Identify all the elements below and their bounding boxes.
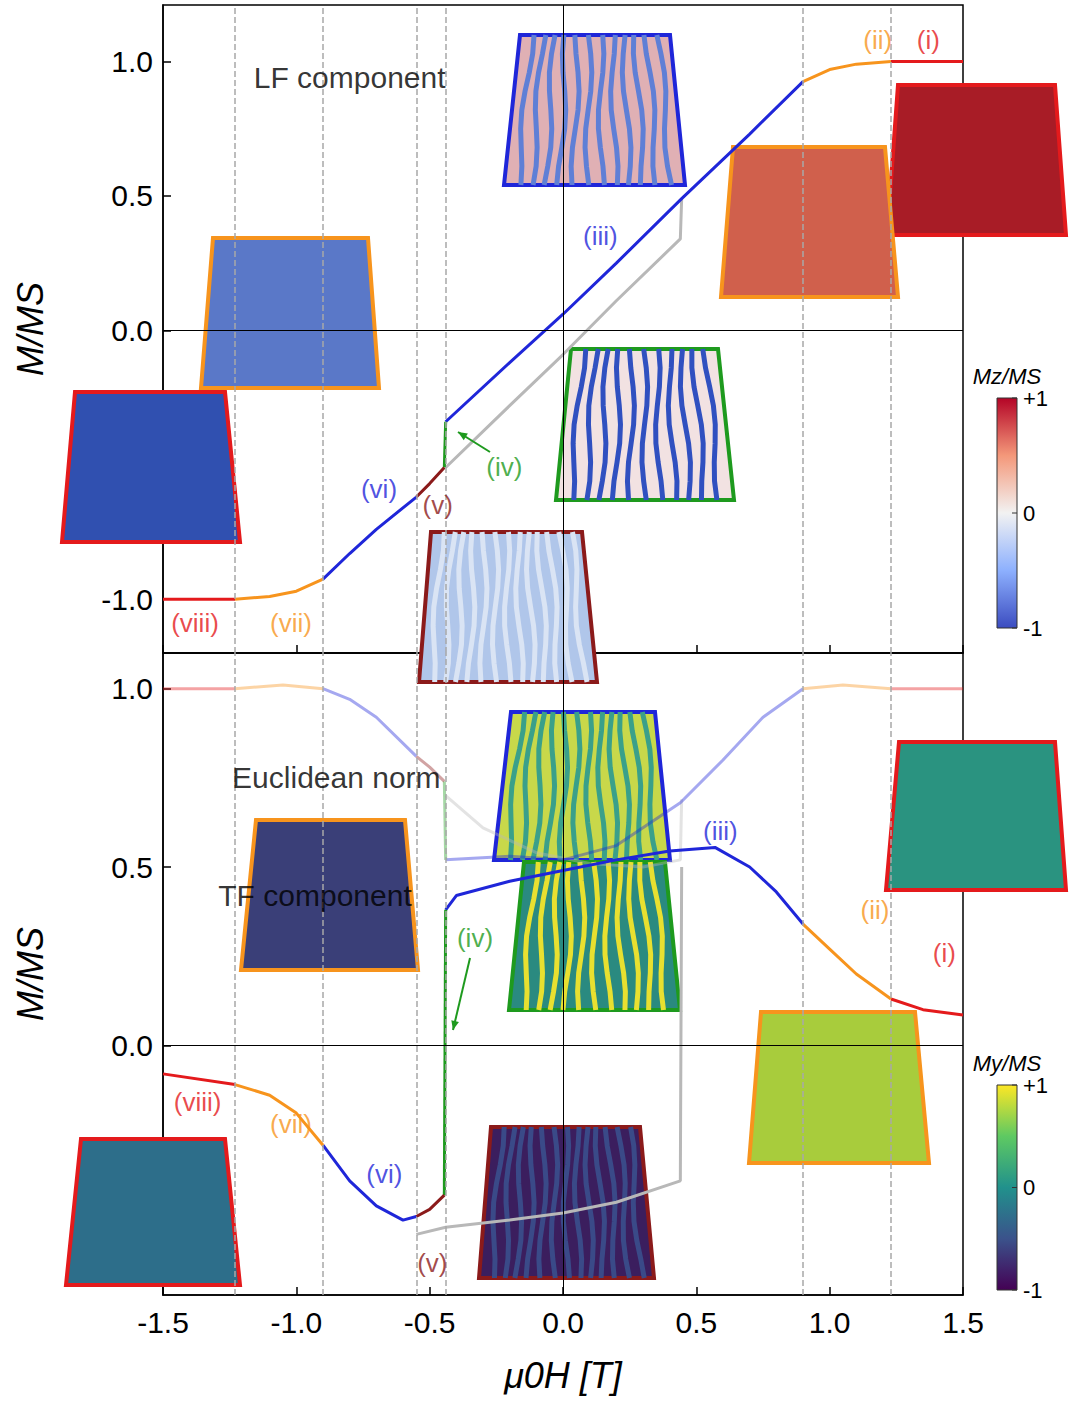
svg-text:(ii): (ii)	[863, 25, 892, 55]
svg-text:0.5: 0.5	[675, 1306, 717, 1339]
svg-text:(vii): (vii)	[270, 1109, 312, 1139]
svg-text:(vi): (vi)	[366, 1159, 402, 1189]
svg-text:(viii): (viii)	[171, 608, 219, 638]
svg-text:M/MS: M/MS	[10, 282, 51, 376]
svg-text:(ii): (ii)	[861, 895, 890, 925]
svg-text:M/MS: M/MS	[10, 927, 51, 1021]
svg-text:0.0: 0.0	[111, 1029, 153, 1062]
svg-text:(vii): (vii)	[270, 608, 312, 638]
svg-text:+1: +1	[1023, 386, 1048, 411]
svg-text:(v): (v)	[417, 1248, 447, 1278]
svg-text:-1: -1	[1023, 616, 1043, 641]
svg-text:+1: +1	[1023, 1073, 1048, 1098]
svg-text:-0.5: -0.5	[404, 1306, 456, 1339]
svg-text:(iii): (iii)	[583, 221, 618, 251]
svg-text:Mz/MS: Mz/MS	[972, 363, 1042, 389]
svg-text:(i): (i)	[933, 938, 956, 968]
svg-text:-1: -1	[1023, 1278, 1043, 1303]
svg-text:-1.0: -1.0	[101, 583, 153, 616]
svg-text:μ0H [T]: μ0H [T]	[503, 1355, 623, 1396]
svg-text:1.5: 1.5	[942, 1306, 984, 1339]
svg-text:-1.5: -1.5	[137, 1306, 189, 1339]
svg-text:0.5: 0.5	[111, 851, 153, 884]
svg-text:(iv): (iv)	[457, 923, 493, 953]
svg-text:(vi): (vi)	[361, 474, 397, 504]
svg-text:1.0: 1.0	[111, 672, 153, 705]
svg-text:0.5: 0.5	[111, 179, 153, 212]
svg-text:(iv): (iv)	[486, 452, 522, 482]
svg-text:0.0: 0.0	[111, 314, 153, 347]
svg-text:-1.0: -1.0	[270, 1306, 322, 1339]
svg-text:(viii): (viii)	[174, 1087, 222, 1117]
svg-text:LF component: LF component	[254, 61, 446, 94]
svg-text:TF component: TF component	[218, 879, 412, 912]
svg-text:(v): (v)	[423, 490, 453, 520]
svg-text:Euclidean norm: Euclidean norm	[232, 761, 440, 794]
svg-text:(iii): (iii)	[703, 816, 738, 846]
svg-text:1.0: 1.0	[809, 1306, 851, 1339]
svg-text:(i): (i)	[917, 25, 940, 55]
svg-text:My/MS: My/MS	[972, 1050, 1042, 1076]
svg-text:1.0: 1.0	[111, 45, 153, 78]
svg-text:0: 0	[1023, 501, 1035, 526]
svg-text:0.0: 0.0	[542, 1306, 584, 1339]
svg-text:0: 0	[1023, 1175, 1035, 1200]
